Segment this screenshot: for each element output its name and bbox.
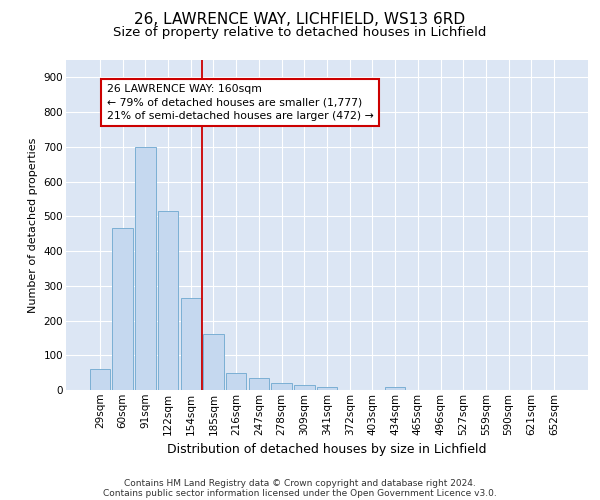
Bar (158, 211, 178, 390)
Text: Size of property relative to detached houses in Lichfield: Size of property relative to detached ho… (113, 26, 487, 39)
Bar (181, 298, 201, 390)
Bar (112, 228, 133, 390)
Bar (135, 147, 155, 390)
Bar (385, 387, 406, 390)
Text: 26 LAWRENCE WAY: 160sqm
← 79% of detached houses are smaller (1,777)
21% of semi: 26 LAWRENCE WAY: 160sqm ← 79% of detache… (107, 84, 374, 120)
Bar (90, 369, 110, 390)
Bar (203, 334, 224, 390)
Bar (271, 383, 292, 390)
Bar (317, 386, 337, 390)
Bar (294, 385, 314, 390)
Bar (248, 378, 269, 390)
Bar (226, 372, 247, 390)
Text: 26, LAWRENCE WAY, LICHFIELD, WS13 6RD: 26, LAWRENCE WAY, LICHFIELD, WS13 6RD (134, 12, 466, 28)
Y-axis label: Number of detached properties: Number of detached properties (28, 138, 38, 312)
Text: Contains public sector information licensed under the Open Government Licence v3: Contains public sector information licen… (103, 488, 497, 498)
Text: Contains HM Land Registry data © Crown copyright and database right 2024.: Contains HM Land Registry data © Crown c… (124, 478, 476, 488)
X-axis label: Distribution of detached houses by size in Lichfield: Distribution of detached houses by size … (167, 443, 487, 456)
